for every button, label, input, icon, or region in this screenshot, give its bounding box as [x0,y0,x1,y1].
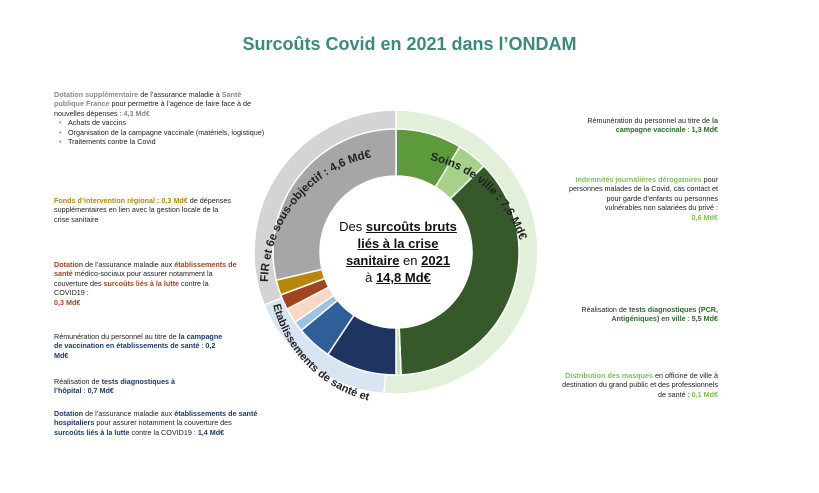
center-total: 14,8 Md€ [375,270,431,285]
center-text-bold: 2021 [421,253,451,268]
annotation-ems: Dotation de l’assurance maladie aux étab… [54,260,237,307]
center-text-bold: surcoûts bruts [365,219,457,234]
donut-hole [320,176,472,328]
center-text: Des [339,219,366,234]
center-text: à [365,270,376,285]
center-text: en [399,253,422,268]
annotation-fir: Fonds d’intervention régional : 0,3 Md€ … [54,196,231,224]
center-label: Des surcoûts bruts liés à la crise sanit… [323,218,473,286]
annotation-campagne-vaccinale: Rémunération du personnel au titre de la… [587,116,718,135]
annotation-es-hospitaliers: Dotation de l’assurance maladie aux étab… [54,409,258,437]
annotation-vaccination-es: Rémunération du personnel au titre de la… [54,332,223,360]
annotation-indemnites: Indemnités journalières dérogatoires pou… [568,175,718,222]
annotation-spf: Dotation supplémentaire de l’assurance m… [54,90,269,147]
annotation-tests-ville: Réalisation de tests diagnostiques (PCR,… [581,305,718,324]
center-text-bold: liés à la crise [357,236,439,251]
annotation-masques: Distribution des masques en officine de … [562,371,718,399]
chart-title: Surcoûts Covid en 2021 dans l’ONDAM [242,34,577,54]
list-item: Achats de vaccins [59,118,269,128]
list-item: Traitements contre la Covid [59,137,269,147]
center-text-bold: sanitaire [345,253,400,268]
annotation-tests-hopital: Réalisation de tests diagnostiques à l’h… [54,377,176,396]
list-item: Organisation de la campagne vaccinale (m… [59,128,269,138]
